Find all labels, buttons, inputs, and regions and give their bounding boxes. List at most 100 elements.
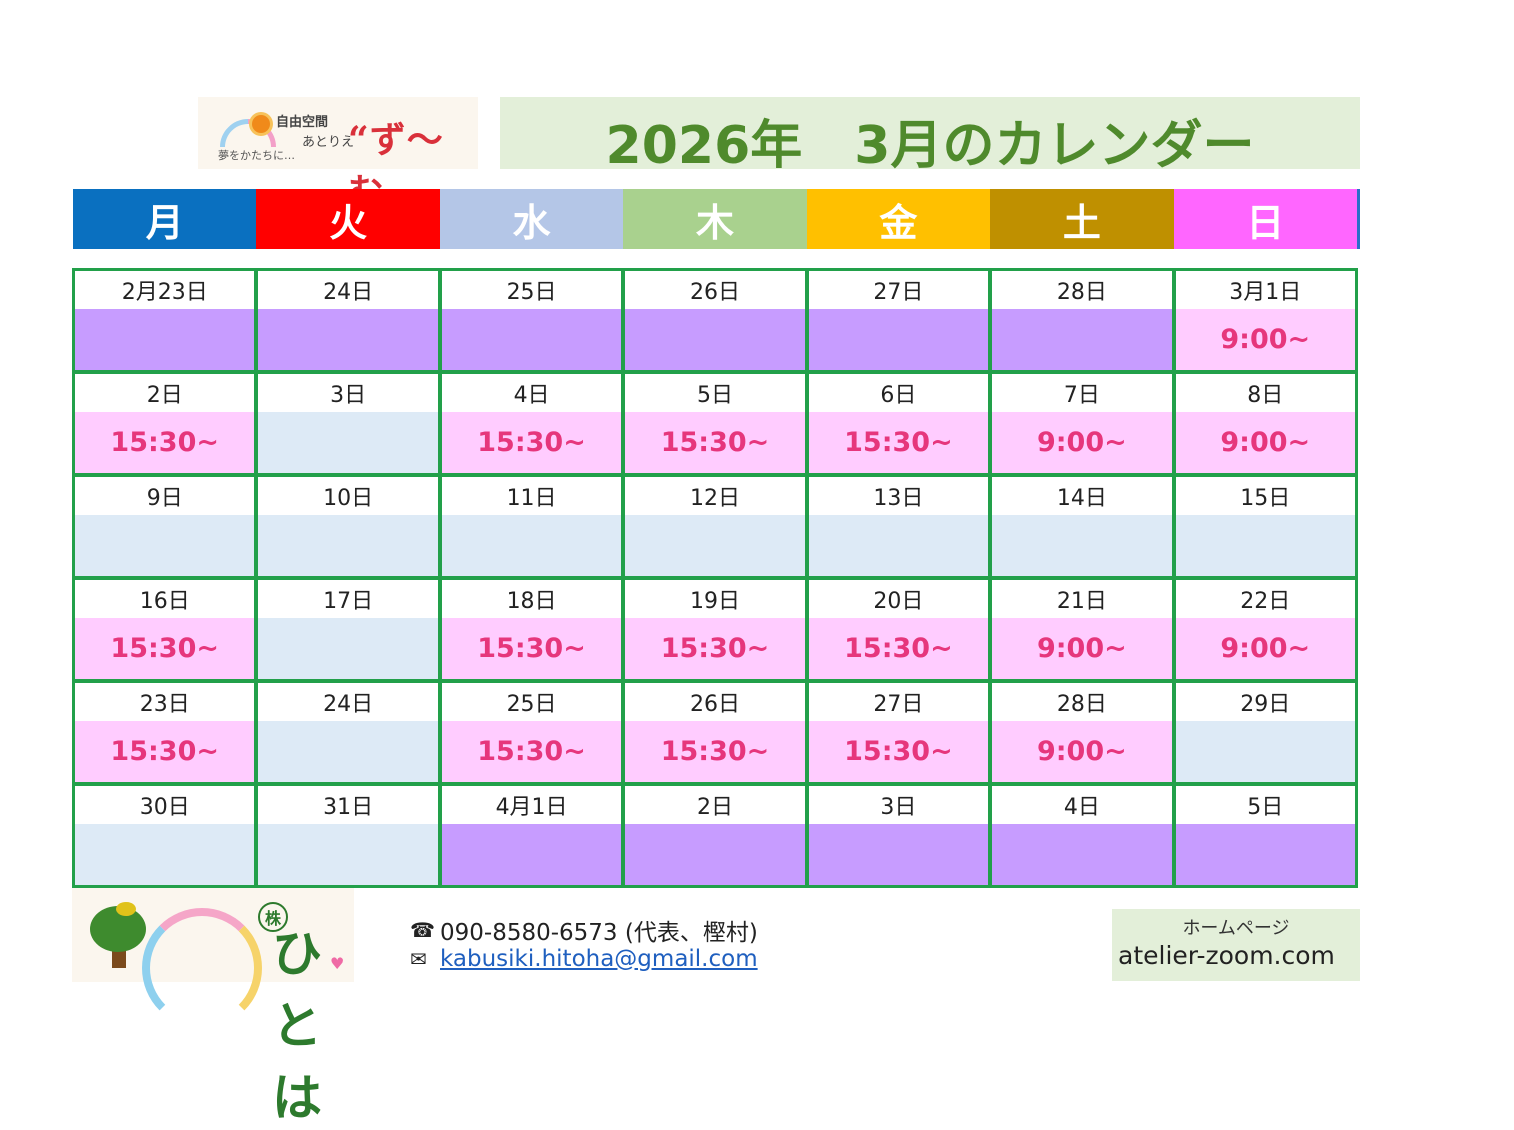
day-date: 2日 [75,374,255,412]
weekday-label: 月 [73,189,257,249]
day-schedule-slot [75,515,255,576]
weekday-label: 日 [1173,189,1357,249]
calendar-day-cell: 2月23日 [75,271,255,370]
hitoha-logo: 株 ひとは ♥ [72,888,354,1127]
calendar-day-cell: 30日 [75,786,255,885]
day-schedule-slot [625,515,805,576]
day-schedule-slot [808,309,989,370]
day-schedule-slot: 15:30~ [808,721,989,782]
weekday-label: 水 [439,189,624,249]
day-schedule-slot [258,309,438,370]
calendar-day-cell: 28日 9:00~ [992,683,1172,782]
day-date: 27日 [808,271,989,309]
logo-brand-kana: あとりえ [302,135,355,150]
corporation-mark: 株 [258,902,288,932]
mail-icon: ✉ [410,946,427,971]
day-date: 27日 [808,683,989,721]
rainbow-icon [142,908,262,1028]
weekday-label: 木 [623,189,807,249]
day-date: 4日 [441,374,622,412]
day-schedule-slot [808,824,989,885]
day-schedule-slot: 15:30~ [808,618,989,679]
day-schedule-slot [625,824,805,885]
company-name: ひとは [272,924,322,1127]
day-date: 4日 [992,786,1172,824]
day-schedule-slot [75,824,255,885]
day-schedule-slot: 15:30~ [441,618,622,679]
day-schedule-slot: 15:30~ [625,618,805,679]
day-schedule-slot: 9:00~ [992,618,1172,679]
day-schedule-slot [1175,721,1355,782]
phone-number: 090-8580-6573 (代表、樫村) [440,919,758,946]
day-date: 31日 [258,786,438,824]
calendar-day-cell: 12日 [625,477,805,576]
day-date: 11日 [441,477,622,515]
calendar-day-cell: 2日 15:30~ [75,374,255,473]
day-schedule-slot: 15:30~ [75,412,255,473]
weekday-header: 月火水木金土日 [73,189,1360,249]
day-schedule-slot [1175,824,1355,885]
day-date: 4月1日 [441,786,622,824]
calendar-day-cell: 7日 9:00~ [992,374,1172,473]
day-date: 3月1日 [1175,271,1355,309]
day-date: 8日 [1175,374,1355,412]
day-date: 17日 [258,580,438,618]
calendar-day-cell: 9日 [75,477,255,576]
day-schedule-slot [258,824,438,885]
day-date: 12日 [625,477,805,515]
day-date: 2月23日 [75,271,255,309]
calendar-day-cell: 3月1日 9:00~ [1175,271,1355,370]
day-schedule-slot [441,515,622,576]
day-date: 24日 [258,683,438,721]
day-date: 16日 [75,580,255,618]
calendar-day-cell: 20日 15:30~ [808,580,989,679]
day-schedule-slot: 15:30~ [441,721,622,782]
day-date: 14日 [992,477,1172,515]
calendar-day-cell: 27日 15:30~ [808,683,989,782]
calendar-day-cell: 14日 [992,477,1172,576]
day-date: 25日 [441,683,622,721]
day-date: 28日 [992,683,1172,721]
day-date: 30日 [75,786,255,824]
day-date: 23日 [75,683,255,721]
calendar-day-cell: 2日 [625,786,805,885]
calendar-day-cell: 28日 [992,271,1172,370]
calendar-day-cell: 21日 9:00~ [992,580,1172,679]
day-schedule-slot [992,824,1172,885]
homepage-box: ホームページ atelier-zoom.com [1112,909,1360,981]
day-schedule-slot: 9:00~ [1175,309,1355,370]
weekday-label: 土 [990,189,1174,249]
calendar-day-cell: 4日 [992,786,1172,885]
calendar-day-cell: 11日 [441,477,622,576]
homepage-url[interactable]: atelier-zoom.com [1118,941,1335,970]
day-schedule-slot: 9:00~ [1175,412,1355,473]
day-schedule-slot [1175,515,1355,576]
day-date: 25日 [441,271,622,309]
contact-info: ☎ 090-8580-6573 (代表、樫村) ✉ kabusiki.hitoh… [410,915,758,973]
calendar-day-cell: 5日 [1175,786,1355,885]
day-schedule-slot [808,515,989,576]
day-schedule-slot: 15:30~ [808,412,989,473]
calendar-day-cell: 16日 15:30~ [75,580,255,679]
day-date: 5日 [625,374,805,412]
day-date: 15日 [1175,477,1355,515]
day-date: 29日 [1175,683,1355,721]
calendar-day-cell: 3日 [258,374,438,473]
calendar-day-cell: 24日 [258,271,438,370]
day-date: 24日 [258,271,438,309]
heart-icon: ♥ [330,954,345,973]
day-date: 10日 [258,477,438,515]
calendar-day-cell: 26日 15:30~ [625,683,805,782]
email-link[interactable]: kabusiki.hitoha@gmail.com [440,945,758,972]
calendar-day-cell: 4日 15:30~ [441,374,622,473]
weekday-label: 火 [256,189,440,249]
calendar-day-cell: 4月1日 [441,786,622,885]
day-schedule-slot [625,309,805,370]
calendar-day-cell: 29日 [1175,683,1355,782]
calendar-day-cell: 10日 [258,477,438,576]
calendar-day-cell: 27日 [808,271,989,370]
day-schedule-slot: 15:30~ [625,412,805,473]
day-schedule-slot: 15:30~ [441,412,622,473]
day-date: 3日 [258,374,438,412]
day-schedule-slot: 15:30~ [625,721,805,782]
